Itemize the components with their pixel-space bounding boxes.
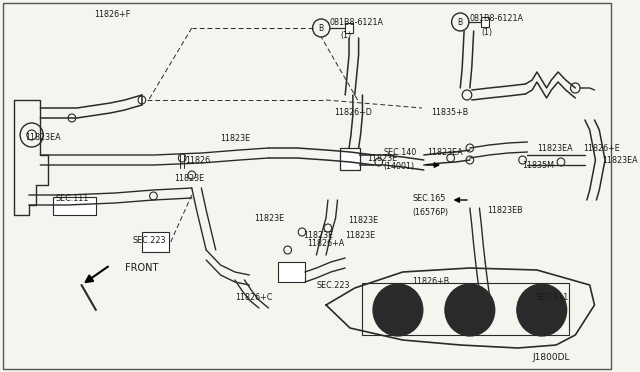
Text: (1): (1)	[481, 28, 492, 36]
Bar	[362, 283, 568, 335]
Text: 11826+F: 11826+F	[94, 10, 130, 19]
Text: FRONT: FRONT	[125, 263, 158, 273]
Bar	[345, 23, 353, 33]
Text: B: B	[319, 23, 324, 32]
Text: SEC.223: SEC.223	[132, 235, 166, 244]
Text: 11823E: 11823E	[348, 215, 378, 224]
Text: 11823E: 11823E	[303, 231, 333, 240]
Text: 11823EB: 11823EB	[487, 205, 523, 215]
Text: 081B8-6121A: 081B8-6121A	[330, 17, 384, 26]
Text: 11823EA: 11823EA	[537, 144, 573, 153]
Text: 11823EA: 11823EA	[428, 148, 463, 157]
Text: 11826+B: 11826+B	[412, 278, 449, 286]
Text: SEC.165: SEC.165	[412, 193, 445, 202]
Text: SEC.111: SEC.111	[56, 193, 89, 202]
Text: 11823EA: 11823EA	[25, 132, 61, 141]
Text: B: B	[458, 17, 463, 26]
Text: 11823E: 11823E	[367, 154, 397, 163]
Text: SEC.223: SEC.223	[316, 280, 350, 289]
Text: 11823E: 11823E	[175, 173, 205, 183]
Bar	[340, 148, 360, 170]
Bar	[142, 232, 169, 252]
Bar	[52, 197, 96, 215]
Circle shape	[373, 284, 423, 336]
Text: 11835M: 11835M	[523, 160, 555, 170]
Text: 11826+E: 11826+E	[583, 144, 620, 153]
Text: J1800DL: J1800DL	[532, 353, 570, 362]
Text: SEC.140: SEC.140	[383, 148, 417, 157]
Circle shape	[445, 284, 495, 336]
Circle shape	[517, 284, 566, 336]
Text: 11826+D: 11826+D	[333, 108, 372, 116]
Text: 11823E: 11823E	[254, 214, 284, 222]
Text: 11823E: 11823E	[345, 231, 375, 240]
Text: 11826+A: 11826+A	[307, 238, 344, 247]
Bar	[481, 17, 489, 27]
Text: (1): (1)	[340, 31, 351, 39]
Text: (16576P): (16576P)	[412, 208, 449, 217]
Text: 11823EA: 11823EA	[602, 155, 638, 164]
Text: 11823E: 11823E	[221, 134, 251, 142]
Text: 11826: 11826	[185, 155, 210, 164]
Text: (14001): (14001)	[383, 161, 415, 170]
Text: 11826+C: 11826+C	[235, 294, 272, 302]
Text: 11835+B: 11835+B	[431, 108, 468, 116]
Bar	[278, 262, 305, 282]
Text: 081B8-6121A: 081B8-6121A	[470, 13, 524, 22]
Text: SEC.111: SEC.111	[535, 294, 568, 302]
